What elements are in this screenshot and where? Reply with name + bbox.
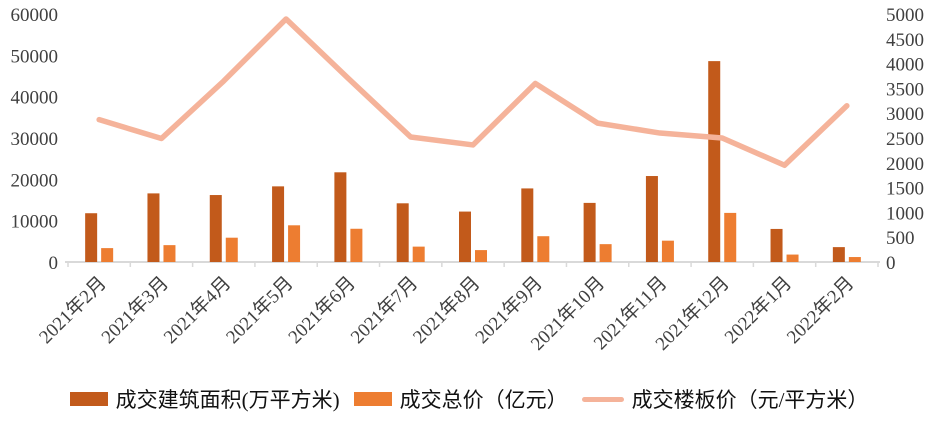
y-axis-right-tick-label: 3500 <box>886 79 924 100</box>
legend-swatch-floor-area-bar <box>69 392 108 406</box>
y-axis-right-tick-label: 4500 <box>886 30 924 51</box>
legend-label-floor-price: 成交楼板价（元/平方米） <box>631 388 869 412</box>
bar-total-price <box>101 248 114 262</box>
x-axis-category-label: 2021年4月 <box>159 272 235 348</box>
bar-total-price <box>599 244 612 262</box>
y-axis-left-tick-label: 10000 <box>11 212 59 233</box>
y-axis-left-tick-label: 60000 <box>11 5 59 26</box>
y-axis-left-tick-label: 40000 <box>11 88 59 109</box>
bar-floor-area <box>645 176 658 262</box>
bar-total-price <box>848 257 861 262</box>
chart-legend: 成交建筑面积(万平方米) 成交总价（亿元） 成交楼板价（元/平方米） <box>0 374 938 424</box>
bar-floor-area <box>334 172 347 262</box>
bar-total-price <box>661 240 674 262</box>
y-axis-right-tick-label: 0 <box>886 253 896 274</box>
bar-total-price <box>475 250 487 262</box>
bar-total-price <box>412 246 425 262</box>
bar-total-price <box>537 236 550 262</box>
bar-floor-area <box>832 247 845 262</box>
bar-floor-area <box>770 228 783 262</box>
x-axis-category-label: 2021年7月 <box>346 272 422 348</box>
x-axis-category-label: 2021年3月 <box>97 272 173 348</box>
bar-total-price <box>350 228 363 262</box>
bar-total-price <box>163 245 176 262</box>
y-axis-left-tick-label: 0 <box>49 253 59 274</box>
legend-label-total-price: 成交总价（亿元） <box>399 388 568 412</box>
bar-floor-area <box>583 202 596 262</box>
bar-floor-area <box>521 188 534 262</box>
bar-floor-area <box>396 203 409 262</box>
bar-floor-area <box>85 213 98 262</box>
x-axis-category-label: 2022年1月 <box>720 272 796 348</box>
x-axis-category-label: 2022年2月 <box>782 272 858 348</box>
y-axis-right-tick-label: 3000 <box>886 104 924 125</box>
x-axis-category-label: 2021年5月 <box>222 272 298 348</box>
y-axis-left-tick-label: 30000 <box>11 129 59 150</box>
bar-total-price <box>225 237 238 262</box>
legend-swatch-floor-price-line <box>581 396 624 402</box>
legend-swatch-total-price-bar <box>353 392 392 406</box>
chart-plot-area: 0 10000 20000 30000 40000 50000 60000 0 500 1000 1… <box>11 5 925 355</box>
line-floor-price <box>96 16 850 169</box>
x-axis-category-label: 2021年2月 <box>35 272 111 348</box>
legend-label-floor-area: 成交建筑面积(万平方米) <box>115 388 340 412</box>
bar-total-price <box>724 212 737 262</box>
y-axis-right-tick-label: 500 <box>886 228 915 249</box>
bar-floor-area <box>708 61 721 263</box>
bar-floor-area <box>209 195 222 262</box>
y-axis-left-tick-label: 50000 <box>11 46 59 67</box>
y-axis-left-tick-label: 20000 <box>11 170 59 191</box>
legend-item-total-price: 成交总价（亿元） <box>353 384 568 414</box>
y-axis-right-tick-label: 1000 <box>886 203 924 224</box>
legend-item-floor-price: 成交楼板价（元/平方米） <box>581 384 869 414</box>
bar-floor-area <box>272 186 285 262</box>
y-axis-right-tick-label: 2500 <box>886 129 924 150</box>
bar-total-price <box>288 225 301 262</box>
y-axis-right-tick-label: 1500 <box>886 179 924 200</box>
bar-total-price <box>786 254 799 262</box>
legend-item-floor-area: 成交建筑面积(万平方米) <box>69 384 340 414</box>
y-axis-right-tick-label: 2000 <box>886 154 924 175</box>
bar-floor-area <box>147 193 160 262</box>
bar-floor-area <box>459 211 471 262</box>
x-axis-category-label: 2021年6月 <box>284 272 360 348</box>
y-axis-right-tick-label: 4000 <box>886 55 924 76</box>
y-axis-right-tick-label: 5000 <box>886 5 924 26</box>
x-axis-category-label: 2021年8月 <box>409 272 485 348</box>
